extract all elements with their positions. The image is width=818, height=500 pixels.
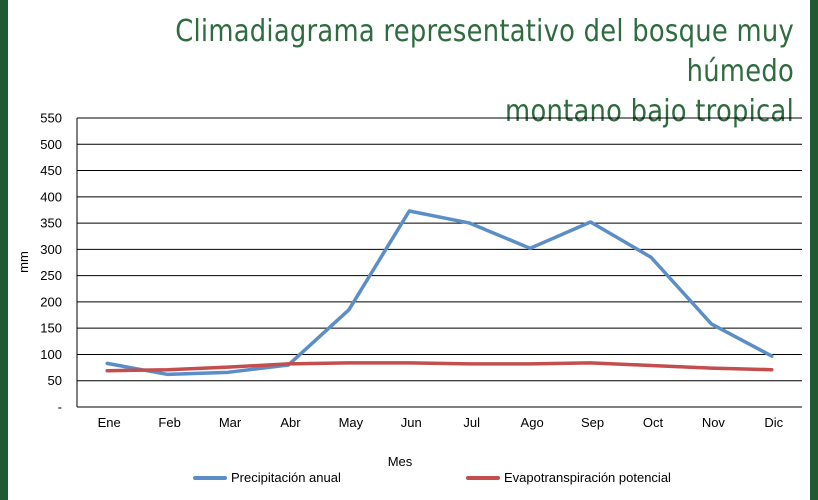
y-tick-label: 550: [40, 111, 62, 126]
gridlines: [76, 117, 802, 408]
x-tick-label: Mar: [219, 415, 242, 430]
series-lines: [105, 209, 774, 377]
y-tick-label: -: [58, 400, 62, 415]
y-tick-label: 450: [40, 163, 62, 178]
y-axis-title: mm: [16, 251, 31, 273]
x-tick-label: Ago: [521, 415, 544, 430]
x-tick-label: Sep: [581, 415, 604, 430]
y-tick-label: 300: [40, 242, 62, 257]
chart-panel: Climadiagrama representativo del bosque …: [8, 0, 810, 500]
legend: Precipitación anual Evapotranspiración po…: [193, 470, 671, 485]
y-tick-label: 50: [48, 373, 62, 388]
legend-label: Precipitación anual: [231, 470, 341, 485]
x-tick-label: Nov: [702, 415, 726, 430]
series-line: [105, 209, 774, 377]
legend-label: Evapotranspiración potencial: [504, 470, 671, 485]
x-tick-label: May: [339, 415, 364, 430]
y-tick-label: 350: [40, 216, 62, 231]
y-tick-label: 200: [40, 294, 62, 309]
x-tick-label: Jul: [463, 415, 480, 430]
y-tick-label: 400: [40, 189, 62, 204]
chart-title: Climadiagrama representativo del bosque …: [140, 12, 794, 132]
x-tick-label: Dic: [764, 415, 783, 430]
y-tick-labels: - 50 100 150 200 250 300 350 400 450 500 550: [40, 111, 62, 415]
x-tick-label: Feb: [158, 415, 180, 430]
x-tick-label: Ene: [98, 415, 121, 430]
chart-title-line-1: Climadiagrama representativo del bosque …: [175, 14, 794, 89]
x-tick-labels: Ene Feb Mar Abr May Jun Jul Ago Sep Oct Nov Dic: [98, 415, 784, 430]
x-tick-label: Oct: [643, 415, 664, 430]
x-axis-title: Mes: [388, 454, 413, 469]
x-tick-label: Jun: [401, 415, 422, 430]
y-tick-label: 500: [40, 137, 62, 152]
y-tick-label: 250: [40, 268, 62, 283]
y-tick-label: 150: [40, 321, 62, 336]
series-line: [105, 361, 774, 373]
y-tick-label: 100: [40, 347, 62, 362]
x-tick-label: Abr: [280, 415, 301, 430]
chart-title-line-2: montano bajo tropical: [505, 94, 794, 129]
